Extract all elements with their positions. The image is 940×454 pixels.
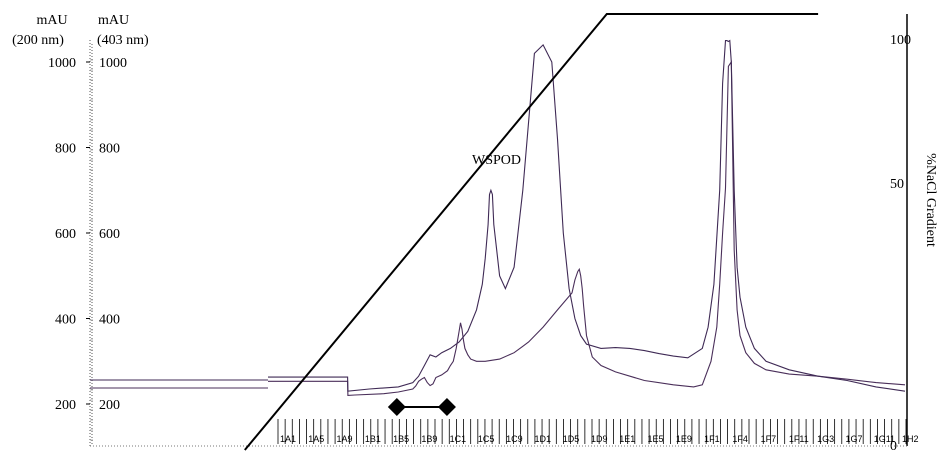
fraction-label: 1C9 <box>506 434 523 444</box>
left-outer-tick-label: 600 <box>55 227 76 242</box>
right-tick-label: 50 <box>890 177 904 192</box>
axes-layer: 200 400 600 800 1000 200 400 600 800 1000 0 50 100 <box>48 14 911 454</box>
fraction-label: 1F1 <box>704 434 720 444</box>
left-outer-axis-subunit: (200 nm) <box>12 33 64 48</box>
left-inner-tick-label: 400 <box>99 313 120 328</box>
right-tick-label: 0 <box>890 439 897 454</box>
fraction-label: 1D1 <box>534 434 551 444</box>
fraction-label: 1G7 <box>845 434 862 444</box>
series-layer <box>90 39 906 396</box>
fraction-label: 1E9 <box>676 434 692 444</box>
fraction-label: 1B5 <box>393 434 409 444</box>
fraction-layer: 1A1 1A5 1A9 1B1 1B5 1B9 1C1 1C5 1C9 1D1 1D5 1D9 1E1 1… <box>277 419 919 444</box>
left-inner-tick-label: 200 <box>99 398 120 413</box>
pool-marker-end <box>437 398 456 416</box>
left-outer-axis-unit: mAU <box>36 13 67 28</box>
right-axis-label: %NaCl Gradient <box>923 153 938 247</box>
left-outer-tick-label: 1000 <box>48 56 76 71</box>
left-inner-tick-label: 1000 <box>99 56 127 71</box>
fraction-label: 1D5 <box>563 434 580 444</box>
fraction-label: 1B1 <box>365 434 381 444</box>
fraction-label: 1F7 <box>761 434 777 444</box>
left-inner-tick-label: 800 <box>99 142 120 157</box>
fraction-label: 1F4 <box>732 434 748 444</box>
left-inner-axis-subunit: (403 nm) <box>97 33 149 48</box>
peak-label: WSPOD <box>472 153 521 168</box>
fraction-label: 1A1 <box>280 434 296 444</box>
gradient-layer <box>244 13 819 451</box>
left-outer-tick-label: 800 <box>55 142 76 157</box>
left-outer-tick-label: 400 <box>55 313 76 328</box>
left-outer-tick-label: 200 <box>55 398 76 413</box>
fraction-label: 1G11 <box>874 434 895 444</box>
nacl-gradient-line <box>244 13 819 451</box>
fraction-label: 1H2 <box>902 434 919 444</box>
series-trace-2 <box>268 39 906 392</box>
fraction-label: 1E5 <box>648 434 664 444</box>
pool-layer <box>387 398 456 416</box>
fraction-label: 1G3 <box>817 434 834 444</box>
fraction-label: 1F11 <box>789 434 809 444</box>
fraction-label: 1C1 <box>450 434 467 444</box>
pool-marker-start <box>387 398 406 416</box>
left-inner-tick-label: 600 <box>99 227 120 242</box>
fraction-label: 1D9 <box>591 434 608 444</box>
series-trace-1 <box>268 60 906 396</box>
fraction-label: 1E1 <box>619 434 635 444</box>
fraction-label: 1C5 <box>478 434 495 444</box>
fraction-label: 1A9 <box>337 434 353 444</box>
fraction-label: 1A5 <box>308 434 324 444</box>
right-tick-label: 100 <box>890 33 911 48</box>
left-inner-axis-unit: mAU <box>98 13 129 28</box>
fraction-label: 1B9 <box>421 434 437 444</box>
